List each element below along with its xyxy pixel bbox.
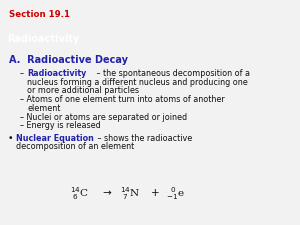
Text: Radioactivity: Radioactivity — [27, 69, 86, 78]
Text: $^{\ \ 0}_{-1}$e: $^{\ \ 0}_{-1}$e — [166, 185, 185, 202]
Text: element: element — [27, 104, 60, 113]
Text: A.  Radioactive Decay: A. Radioactive Decay — [9, 55, 128, 65]
Text: Nuclear Equation: Nuclear Equation — [16, 134, 94, 143]
Text: nucleus forming a different nucleus and producing one: nucleus forming a different nucleus and … — [27, 78, 248, 87]
Text: decomposition of an element: decomposition of an element — [16, 142, 135, 151]
Text: Section 19.1: Section 19.1 — [9, 9, 70, 19]
Text: –: – — [20, 69, 26, 78]
Text: or more additional particles: or more additional particles — [27, 86, 139, 95]
Text: $^{14}_{\ 6}$C: $^{14}_{\ 6}$C — [70, 185, 89, 202]
Text: Radioactivity: Radioactivity — [8, 34, 80, 44]
Text: $^{14}_{\ 7}$N: $^{14}_{\ 7}$N — [120, 185, 140, 202]
Text: – Energy is released: – Energy is released — [20, 122, 100, 130]
Text: – Nuclei or atoms are separated or joined: – Nuclei or atoms are separated or joine… — [20, 113, 187, 122]
Text: $\rightarrow$: $\rightarrow$ — [100, 187, 112, 197]
Text: •: • — [8, 134, 13, 143]
Text: – Atoms of one element turn into atoms of another: – Atoms of one element turn into atoms o… — [20, 95, 224, 104]
Text: – the spontaneous decomposition of a: – the spontaneous decomposition of a — [94, 69, 250, 78]
Text: – shows the radioactive: – shows the radioactive — [95, 134, 193, 143]
Text: $+$: $+$ — [150, 187, 160, 198]
